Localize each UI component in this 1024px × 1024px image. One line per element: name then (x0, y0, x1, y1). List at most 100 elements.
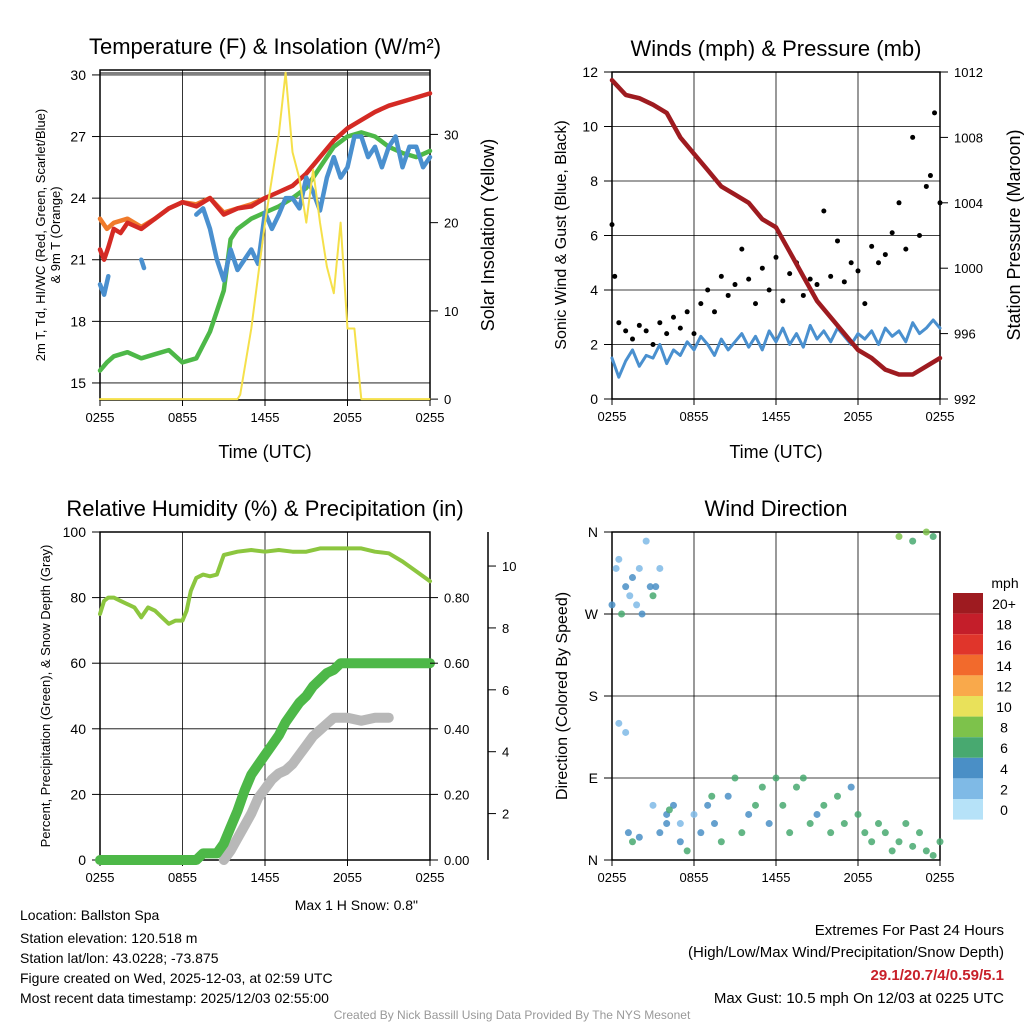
y3-tick-label: 8 (502, 621, 509, 636)
legend-title: mph (991, 575, 1018, 591)
x-tick-label: 0255 (926, 409, 955, 424)
gust-point (753, 301, 758, 307)
y2-tick-label: 0.60 (444, 656, 469, 671)
wind-direction-point (895, 533, 903, 541)
wind-direction-point (633, 601, 641, 609)
legend-swatch (953, 675, 983, 696)
gust-point (691, 331, 697, 337)
wind-direction-point (738, 829, 746, 837)
gust-point (800, 292, 806, 298)
x-tick-label: 2055 (333, 870, 362, 885)
wind-direction-point (656, 829, 664, 837)
gust-point (889, 230, 895, 236)
legend-swatch (953, 799, 983, 820)
wind-direction-point (676, 838, 684, 846)
wind-direction-point (840, 820, 848, 828)
x-tick-label: 2055 (844, 409, 873, 424)
y2-axis-label-group: Station Pressure (Maroon) (1004, 129, 1024, 340)
plot-frame (99, 69, 431, 401)
y-axis-label: Percent, Precipitation (Green), & Snow D… (38, 545, 53, 848)
gust-point (612, 273, 618, 279)
gust-point (746, 276, 752, 282)
wind-direction-point (717, 838, 725, 846)
gust-point (766, 287, 772, 293)
gust-point (828, 273, 834, 279)
gust-point (773, 254, 779, 260)
wind-direction-point (615, 555, 623, 563)
chart-title: Winds (mph) & Pressure (mb) (631, 36, 922, 61)
gust-point (664, 331, 670, 337)
y3-tick-label: 6 (502, 683, 509, 698)
wind-direction-point (752, 801, 759, 809)
gust-point (862, 301, 868, 307)
gust-point (712, 309, 717, 315)
legend-swatch (953, 613, 983, 635)
series-precipitation-line (95, 658, 435, 865)
wind-direction-point (779, 801, 787, 809)
gust-point (650, 342, 656, 347)
wind-direction-point (902, 820, 910, 828)
wind-direction-point (929, 851, 937, 859)
gust-point (807, 276, 813, 282)
wind-direction-point (847, 783, 855, 791)
wind-direction-point (638, 610, 646, 618)
wind-direction-point (868, 838, 876, 846)
y-tick-label: N (588, 852, 598, 868)
series-pressure-line (609, 77, 943, 377)
wind-direction-point (731, 774, 739, 782)
wind-direction-point (854, 810, 862, 818)
y2-tick-label: 0.20 (444, 787, 469, 802)
y-axis-label-group: 2m T, Td, HI/WC (Red, Green, Scarlet/Blu… (33, 109, 63, 361)
wind-direction-point (909, 842, 917, 850)
wind-direction-point (652, 583, 660, 591)
gust-point (923, 183, 929, 189)
wind-direction-point (649, 592, 657, 600)
x-tick-label: 0255 (86, 870, 115, 885)
wind-direction-point (895, 838, 903, 846)
wind-direction-point (834, 792, 841, 800)
station-location: Location: Ballston Spa (20, 907, 160, 923)
y-tick-label: N (588, 524, 598, 540)
gust-point (739, 246, 745, 252)
y2-tick-label: 0.80 (444, 591, 469, 606)
gust-point (903, 246, 909, 252)
y2-tick-label: 0.40 (444, 722, 469, 737)
y2-tick-label: 1000 (954, 261, 983, 276)
series-sonic-wind-line (610, 318, 942, 379)
wind-direction-point (656, 564, 664, 572)
wind-direction-point (758, 783, 766, 791)
gust-point (616, 320, 622, 326)
gust-point (848, 260, 854, 266)
y-tick-label: 100 (63, 524, 87, 540)
y2-tick-label: 1008 (954, 130, 983, 145)
legend-swatch (953, 593, 983, 614)
max-gust: Max Gust: 10.5 mph On 12/03 at 0225 UTC (714, 990, 1004, 1007)
y-tick-label: 0 (78, 852, 86, 868)
gust-point (677, 325, 683, 331)
station-latlon: Station lat/lon: 43.0228; -73.875 (20, 950, 219, 966)
wind-direction-point (683, 847, 691, 855)
y3-tick-label: 4 (502, 745, 509, 760)
y2-tick-label: 0 (444, 392, 451, 407)
x-tick-label: 0855 (168, 870, 197, 885)
wind-direction-point (663, 820, 671, 828)
wind-direction-point (875, 820, 882, 828)
y-axis-label: Direction (Colored By Speed) (554, 592, 571, 800)
wind-direction-point (711, 820, 718, 828)
wind-direction-point (670, 801, 677, 809)
chart-title: Temperature (F) & Insolation (W/m²) (89, 34, 441, 59)
wind-direction-point (813, 810, 821, 818)
y-tick-label: 8 (590, 173, 598, 189)
wind-direction-point (608, 601, 616, 609)
wind-direction-point (922, 528, 930, 536)
gust-point (882, 252, 888, 258)
gust-point (732, 282, 738, 288)
y-tick-label: 15 (70, 375, 86, 391)
legend-label: 4 (1000, 761, 1008, 777)
y-tick-label: 18 (70, 313, 86, 329)
y-axis-label-group: Percent, Precipitation (Green), & Snow D… (38, 545, 53, 848)
x-tick-label: 2055 (844, 870, 873, 885)
legend-label: 10 (996, 699, 1012, 715)
y-axis-label: 2m T, Td, HI/WC (Red, Green, Scarlet/Blu… (33, 109, 48, 361)
